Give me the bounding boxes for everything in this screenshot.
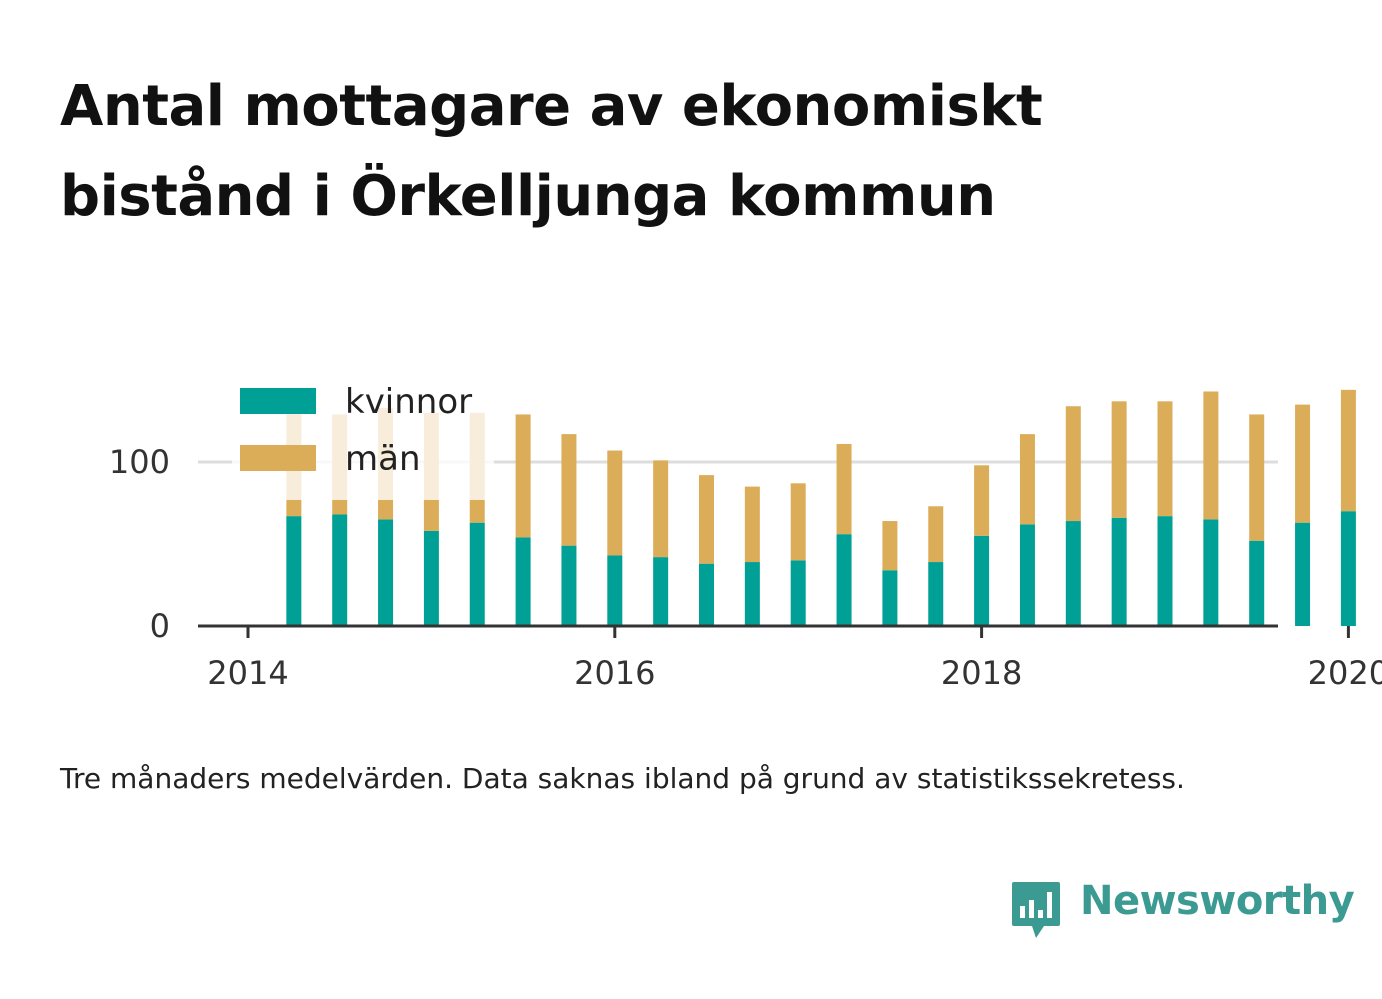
bar-kvinnor [332,514,348,626]
bar-man [1249,414,1265,541]
bar-kvinnor [882,570,898,626]
bar-man [928,506,944,563]
bar-kvinnor [1111,517,1127,626]
bar-kvinnor [653,557,669,626]
bar-kvinnor [1249,540,1265,626]
bar-kvinnor [561,545,577,626]
bar-kvinnor [790,560,806,626]
bar-man [607,450,623,556]
bar-kvinnor [607,555,623,626]
bar-man [699,475,714,564]
bar-kvinnor [928,562,944,626]
footnote: Tre månaders medelvärden. Data saknas ib… [60,762,1185,795]
bar-man [1157,401,1173,517]
chart-title: Antal mottagare av ekonomiskt bistånd i … [60,74,1043,229]
bar-kvinnor [1157,516,1173,626]
bar-man [1203,391,1219,520]
bar-kvinnor [423,530,439,626]
bar-kvinnor [1203,519,1219,626]
bar-man [836,443,852,535]
x-tick-label: 2018 [941,654,1022,692]
bar-kvinnor [469,522,485,626]
bar-chart-speech-bubble-icon [1012,882,1060,938]
bar-man [1065,406,1081,522]
legend: kvinnor män [232,378,494,500]
x-tick-label: 2016 [574,654,655,692]
newsworthy-logo: Newsworthy [1010,878,1355,942]
bar-man [561,434,577,546]
y-tick-label: 100 [109,443,170,481]
bar-man [1340,389,1356,512]
bar-kvinnor [699,563,714,626]
bar-man [974,465,990,536]
bar-kvinnor [286,516,302,626]
x-tick-label: 2014 [207,654,288,692]
bar-kvinnor [1019,524,1035,626]
bar-kvinnor [974,535,990,626]
bar-kvinnor [515,537,531,626]
legend-swatch-man [240,445,316,471]
y-tick-label: 0 [150,607,170,645]
bar-man [1295,404,1311,523]
bar-kvinnor [1295,522,1311,626]
bar-man [1019,434,1035,525]
legend-swatch-kvinnor [240,388,316,414]
bar-kvinnor [836,534,852,626]
bar-man [790,483,806,561]
bar-man [653,460,669,558]
bar-man [744,486,760,563]
legend-label-man: män [345,439,421,479]
bar-man [882,521,898,571]
x-tick-label: 2020 [1308,654,1382,692]
bar-kvinnor [744,562,760,626]
bar-man [1111,401,1127,518]
bar-man [515,414,531,538]
axes: 0100201420162018202020222024 [109,443,1382,692]
bar-kvinnor [1065,521,1081,626]
bar-kvinnor [1340,511,1356,626]
bar-kvinnor [378,519,394,626]
legend-label-kvinnor: kvinnor [345,382,472,422]
brand-name: Newsworthy [1080,878,1355,924]
